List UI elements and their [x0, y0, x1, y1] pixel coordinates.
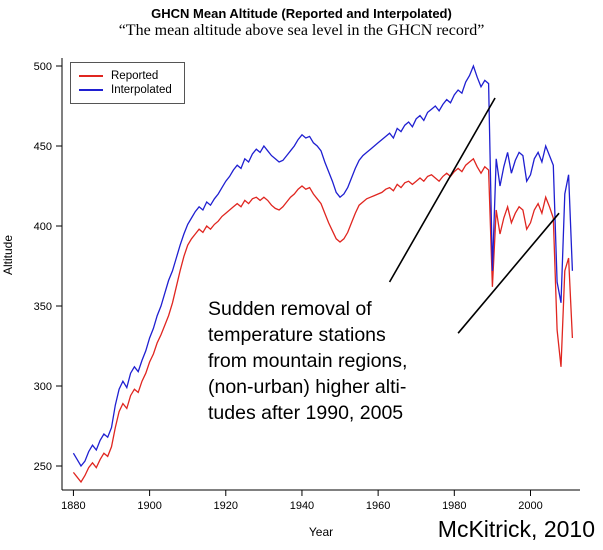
legend-label-reported: Reported: [111, 70, 159, 82]
annotation-pointer-line-2: [457, 212, 560, 334]
legend: Reported Interpolated: [70, 62, 185, 104]
annotation-line-3: from mountain regions,: [208, 350, 408, 372]
y-tick-label: 300: [34, 381, 52, 393]
y-axis-label: Altitude: [1, 234, 15, 276]
chart-title: GHCN Mean Altitude (Reported and Interpo…: [151, 6, 452, 21]
y-tick-label: 350: [34, 301, 52, 313]
interpolated-line-swatch: [79, 89, 103, 91]
attribution: McKitrick, 2010: [437, 516, 595, 542]
x-tick-label: 1880: [61, 500, 85, 512]
x-tick-label: 1980: [442, 500, 466, 512]
x-tick-label: 1900: [137, 500, 161, 512]
annotation-line-2: temperature stations: [208, 324, 386, 346]
annotation-line-5: tudes after 1990, 2005: [208, 402, 404, 424]
legend-item-reported: Reported: [79, 70, 172, 82]
x-axis-label: Year: [308, 525, 334, 539]
annotation-line-1: Sudden removal of: [208, 298, 372, 320]
reported-line-swatch: [79, 75, 103, 77]
x-tick-label: 1960: [366, 500, 390, 512]
interpolated-series-line: [72, 64, 574, 468]
annotation-text: Sudden removal of temperature stations f…: [208, 296, 478, 426]
legend-item-interpolated: Interpolated: [79, 84, 172, 96]
legend-label-interpolated: Interpolated: [111, 84, 172, 96]
y-tick-label: 450: [34, 141, 52, 153]
reported-series-line: [72, 157, 574, 484]
annotation-line-4: (non-urban) higher alti-: [208, 376, 407, 398]
chart-subtitle: “The mean altitude above sea level in th…: [118, 22, 485, 39]
x-tick-label: 1920: [214, 500, 238, 512]
y-tick-label: 500: [34, 61, 52, 73]
annotation-pointer-line-1: [388, 97, 496, 283]
y-tick-label: 400: [34, 221, 52, 233]
x-tick-label: 1940: [290, 500, 314, 512]
x-tick-label: 2000: [518, 500, 542, 512]
y-tick-label: 250: [34, 461, 52, 473]
